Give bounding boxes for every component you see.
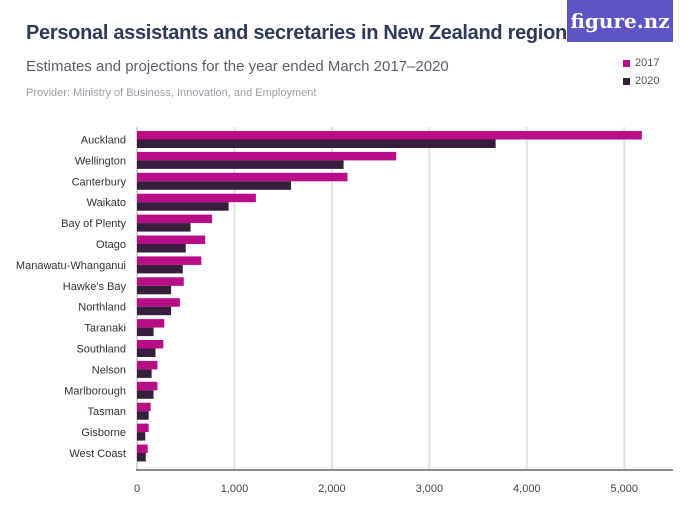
category-label: Auckland — [81, 135, 126, 147]
bar-2017 — [137, 444, 148, 453]
category-label: Taranaki — [84, 323, 126, 335]
bar-2020 — [137, 348, 156, 357]
category-label: West Coast — [69, 448, 126, 460]
bar-2020 — [137, 453, 146, 462]
category-label: Manawatu-Whanganui — [16, 260, 126, 272]
bar-2017 — [137, 340, 164, 349]
bar-2020 — [137, 432, 146, 441]
legend-label-2017: 2017 — [635, 57, 660, 69]
legend-swatch-2020 — [623, 77, 630, 85]
category-label: Tasman — [87, 406, 126, 418]
bar-2020 — [137, 327, 154, 337]
bar-2017 — [137, 256, 202, 265]
bar-2017 — [137, 360, 158, 370]
bar-2017 — [137, 402, 151, 412]
category-label: Southland — [76, 344, 126, 356]
bar-2020 — [137, 390, 154, 399]
bar-2017 — [137, 381, 158, 391]
category-label: Marlborough — [64, 385, 126, 397]
category-label: Hawke's Bay — [63, 281, 127, 293]
bar-2017 — [137, 131, 642, 140]
bar-2017 — [137, 172, 348, 182]
bar-2017 — [137, 214, 213, 224]
x-tick-label: 4,000 — [513, 483, 541, 495]
bar-2017 — [137, 319, 165, 328]
legend-label-2020: 2020 — [635, 75, 660, 87]
category-label: Otago — [96, 239, 126, 251]
bar-2020 — [137, 285, 172, 295]
provider-text: Provider: Ministry of Business, Innovati… — [26, 87, 317, 99]
category-label: Northland — [78, 302, 126, 314]
category-label: Wellington — [75, 155, 126, 167]
x-tick-label: 2,000 — [318, 483, 346, 495]
bar-2020 — [137, 223, 191, 232]
bar-2017 — [137, 193, 256, 203]
figure-nz-logo[interactable]: figure.nz — [567, 0, 673, 42]
x-tick-label: 0 — [134, 483, 140, 495]
bar-2017 — [137, 423, 149, 433]
category-label: Nelson — [92, 364, 126, 376]
bar-2020 — [137, 369, 152, 378]
bar-2020 — [137, 139, 496, 148]
legend-swatch-2017 — [623, 59, 630, 67]
chart-title: Personal assistants and secretaries in N… — [26, 22, 578, 44]
category-label: Bay of Plenty — [61, 218, 126, 230]
bar-2020 — [137, 306, 172, 316]
bar-2020 — [137, 411, 149, 420]
category-label: Canterbury — [72, 176, 127, 188]
bar-2020 — [137, 202, 229, 211]
bar-2020 — [137, 160, 344, 169]
x-tick-label: 3,000 — [416, 483, 444, 495]
bar-2020 — [137, 244, 186, 253]
legend-item-2020: 2020 — [623, 75, 659, 87]
bar-2017 — [137, 298, 180, 307]
category-label: Waikato — [87, 197, 126, 209]
bar-2017 — [137, 235, 206, 244]
x-tick-label: 1,000 — [221, 483, 249, 495]
bar-2017 — [137, 277, 184, 286]
chart-subtitle: Estimates and projections for the year e… — [26, 58, 449, 75]
bar-2020 — [137, 181, 291, 190]
category-label: Gisborne — [81, 427, 126, 439]
x-tick-label: 5,000 — [611, 483, 639, 495]
legend-item-2017: 2017 — [623, 57, 659, 69]
bar-2017 — [137, 151, 397, 161]
bar-2020 — [137, 264, 183, 274]
